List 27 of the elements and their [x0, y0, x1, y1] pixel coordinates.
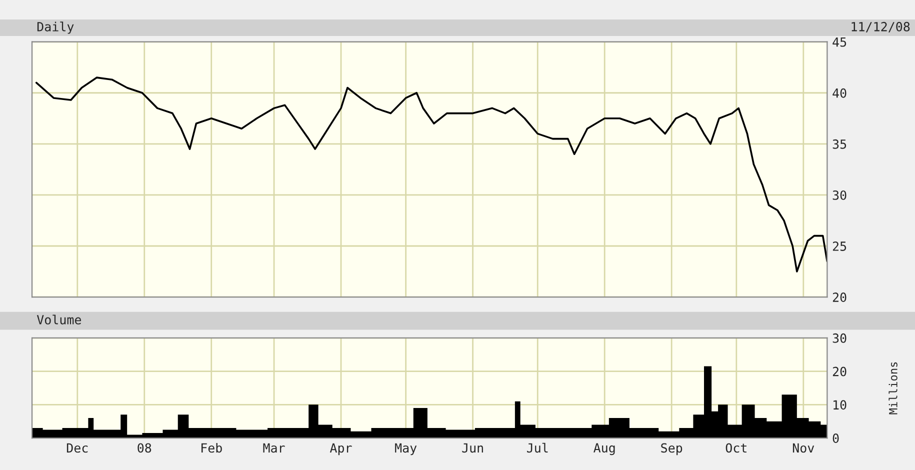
y-tick-label: 20	[832, 366, 846, 376]
text: 11/12/08	[852, 22, 910, 32]
chart-title: Daily	[37, 22, 74, 34]
chart-title: Volume	[36, 314, 82, 324]
x-tick-label: Jul	[527, 442, 548, 453]
y-tick-label: 45	[832, 38, 846, 47]
x-tick-label: Aug	[594, 443, 615, 456]
x-tick-label: Jun	[462, 443, 483, 453]
y-tick-label: 35	[832, 139, 846, 149]
line-series	[35, 76, 828, 272]
x-tick-label: Apr	[330, 443, 352, 456]
x-tick-label: Feb	[201, 442, 222, 453]
y-axis-title: Millions	[888, 362, 898, 414]
y-tick-label: 40	[832, 88, 846, 98]
y-tick-label: 30	[832, 333, 846, 343]
x-tick-label: Dec	[66, 443, 88, 453]
x-tick-label: 08	[138, 443, 152, 453]
x-tick-label: Oct	[726, 443, 746, 453]
x-tick-label: Nov	[792, 443, 814, 453]
y-tick-label: 25	[832, 242, 846, 251]
y-tick-label: 30	[832, 190, 846, 200]
x-tick-label: Mar	[263, 443, 285, 453]
y-tick-label: 10	[834, 400, 846, 410]
y-tick-label: 20	[832, 292, 846, 302]
x-tick-label: Sep	[661, 443, 682, 456]
y-tick-label: 0	[832, 434, 839, 443]
x-tick-label: May	[395, 443, 417, 456]
